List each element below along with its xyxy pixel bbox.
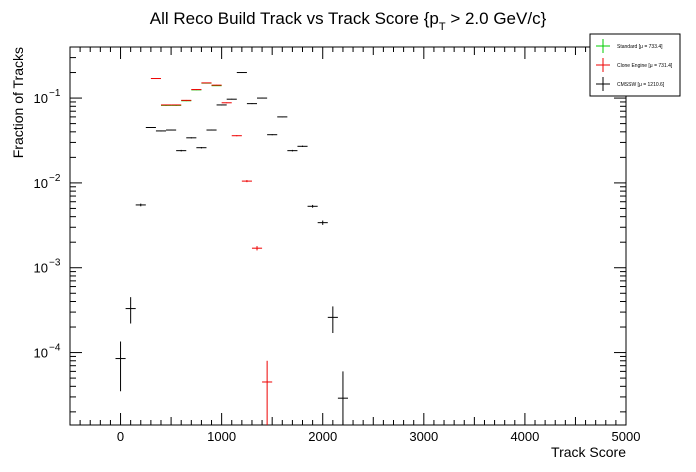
data-point [171, 104, 182, 106]
plot-frame [69, 46, 627, 426]
x-tick-label: 2000 [308, 429, 337, 444]
legend: Standard [μ = 733.4] Clone Engine [μ = 73… [589, 33, 681, 97]
legend-entry: Standard [μ = 733.4] [596, 39, 663, 53]
data-point [191, 89, 202, 91]
x-tick-label: 3000 [409, 429, 438, 444]
data-point [287, 149, 298, 152]
data-point [155, 130, 167, 132]
y-axis [70, 46, 626, 413]
data-point [125, 297, 136, 324]
data-point [221, 102, 232, 104]
x-axis-title: Track Score [551, 444, 626, 460]
data-point [145, 126, 156, 128]
data-point [251, 246, 263, 251]
y-tick-label-exponent: −1 [49, 88, 61, 99]
y-tick-label-base: 10 [34, 261, 48, 276]
data-point [246, 103, 258, 105]
data-point [297, 145, 308, 147]
data-point [231, 135, 242, 137]
data-point [262, 360, 273, 425]
data-point [226, 98, 237, 100]
y-tick-label-base: 10 [34, 176, 48, 191]
data-point [241, 180, 252, 183]
chart-title-main: All Reco Build Track vs Track Score {p [150, 9, 439, 28]
legend-entry: Clone Engine [μ = 731.4] [596, 58, 673, 72]
x-tick-labels: 0 1000 2000 3000 4000 5000 [117, 429, 641, 444]
legend-label: Standard [μ = 733.4] [617, 44, 663, 50]
data-point [216, 104, 227, 106]
data-point [317, 220, 328, 225]
data-point [115, 341, 126, 392]
data-point [257, 97, 268, 99]
x-tick-label: 1000 [207, 429, 236, 444]
data-point [181, 99, 192, 101]
x-tick-label: 0 [117, 429, 124, 444]
legend-entry: CMSSW [μ = 1210.6] [596, 77, 665, 91]
data-point [277, 116, 288, 118]
legend-label: Clone Engine [μ = 731.4] [617, 63, 673, 69]
data-point [196, 146, 207, 149]
y-tick-label-exponent: −4 [49, 343, 61, 354]
y-tick-label-exponent: −3 [49, 258, 61, 269]
x-tick-label: 5000 [612, 429, 641, 444]
y-axis-title: Fraction of Tracks [10, 47, 26, 158]
data-point [267, 134, 278, 136]
series-0 [160, 82, 222, 106]
data-point [211, 84, 222, 86]
data-point [176, 149, 187, 152]
data-point [337, 371, 348, 425]
x-tick-label: 4000 [510, 429, 539, 444]
data-point [160, 104, 172, 106]
y-tick-labels: 10−410−310−210−1 [34, 88, 61, 360]
chart-title-subscript: T [439, 21, 446, 33]
x-axis [69, 47, 627, 425]
y-tick-label-base: 10 [34, 91, 48, 106]
data-point [186, 137, 197, 139]
y-tick-label-base: 10 [34, 346, 48, 361]
data-point [307, 204, 318, 208]
series-2 [115, 72, 348, 425]
data-series [115, 72, 348, 425]
data-point [206, 129, 217, 131]
series-1 [150, 78, 273, 425]
data-point [166, 129, 177, 131]
data-point [327, 306, 338, 334]
legend-label: CMSSW [μ = 1210.6] [617, 82, 665, 88]
data-point [135, 203, 146, 207]
chart-title: All Reco Build Track vs Track Score {pT … [150, 9, 547, 33]
chart-title-tail: > 2.0 GeV/c} [446, 9, 547, 28]
y-tick-label-exponent: −2 [49, 173, 61, 184]
